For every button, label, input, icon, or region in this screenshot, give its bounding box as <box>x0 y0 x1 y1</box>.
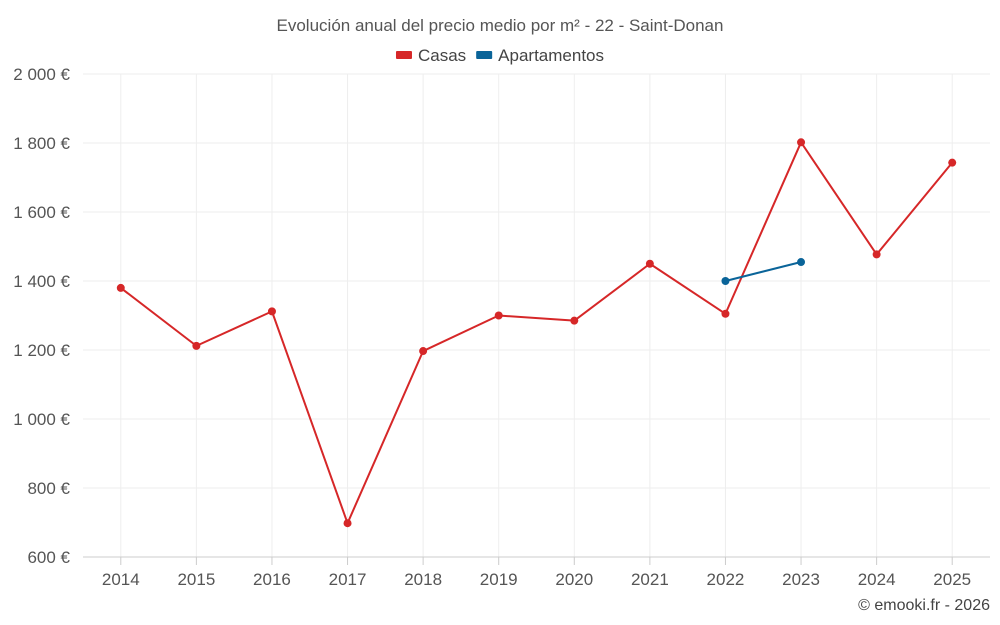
legend: Casas Apartamentos <box>395 46 604 65</box>
data-point-casas-2015[interactable] <box>192 341 201 350</box>
y-tick-label: 1 800 € <box>13 134 70 153</box>
x-tick-label: 2024 <box>858 570 896 589</box>
y-tick-label: 1 600 € <box>13 203 70 222</box>
y-tick-label: 1 000 € <box>13 410 70 429</box>
y-tick-label: 1 400 € <box>13 272 70 291</box>
data-point-casas-2017[interactable] <box>343 519 352 528</box>
x-tick-label: 2015 <box>177 570 215 589</box>
series-layer <box>116 138 957 528</box>
data-point-apartamentos-2022[interactable] <box>721 277 730 285</box>
series-casas <box>116 138 957 528</box>
x-tick-label: 2019 <box>480 570 518 589</box>
y-tick-label: 800 € <box>27 479 70 498</box>
x-tick-label: 2017 <box>329 570 367 589</box>
x-tick-label: 2025 <box>933 570 971 589</box>
data-point-casas-2022[interactable] <box>721 309 730 318</box>
x-tick-label: 2014 <box>102 570 140 589</box>
x-tick-label: 2018 <box>404 570 442 589</box>
x-tick-label: 2023 <box>782 570 820 589</box>
chart-title: Evolución anual del precio medio por m² … <box>277 16 724 35</box>
data-point-casas-2018[interactable] <box>419 347 428 356</box>
data-point-casas-2025[interactable] <box>948 158 957 167</box>
axes: 600 € 800 € 1 000 € 1 200 € 1 400 € 1 600 € 1 … <box>13 65 990 589</box>
legend-item-apartamentos[interactable]: Apartamentos <box>476 46 604 65</box>
x-tick-label: 2020 <box>555 570 593 589</box>
legend-swatch <box>476 51 493 59</box>
legend-label: Casas <box>418 46 466 65</box>
data-point-casas-2024[interactable] <box>872 250 881 259</box>
y-tick-label: 600 € <box>27 548 70 567</box>
y-tick-label: 2 000 € <box>13 65 70 84</box>
x-tick-label: 2022 <box>707 570 745 589</box>
data-point-casas-2020[interactable] <box>570 316 579 325</box>
x-tick-label: 2021 <box>631 570 669 589</box>
x-tick-label: 2016 <box>253 570 291 589</box>
data-point-casas-2014[interactable] <box>116 283 125 292</box>
data-point-casas-2019[interactable] <box>494 311 503 320</box>
legend-swatch <box>395 51 412 59</box>
series-line-casas <box>120 141 953 525</box>
legend-item-casas[interactable]: Casas <box>395 46 466 65</box>
y-tick-label: 1 200 € <box>13 341 70 360</box>
data-point-casas-2023[interactable] <box>797 138 806 147</box>
series-apartamentos <box>721 258 806 285</box>
data-point-apartamentos-2023[interactable] <box>797 258 806 267</box>
series-line-apartamentos <box>725 261 802 282</box>
credit-text: © emooki.fr - 2026 <box>858 597 990 614</box>
data-point-casas-2021[interactable] <box>645 259 654 268</box>
grid <box>83 73 990 557</box>
data-point-casas-2016[interactable] <box>267 307 276 316</box>
legend-label: Apartamentos <box>498 46 604 65</box>
